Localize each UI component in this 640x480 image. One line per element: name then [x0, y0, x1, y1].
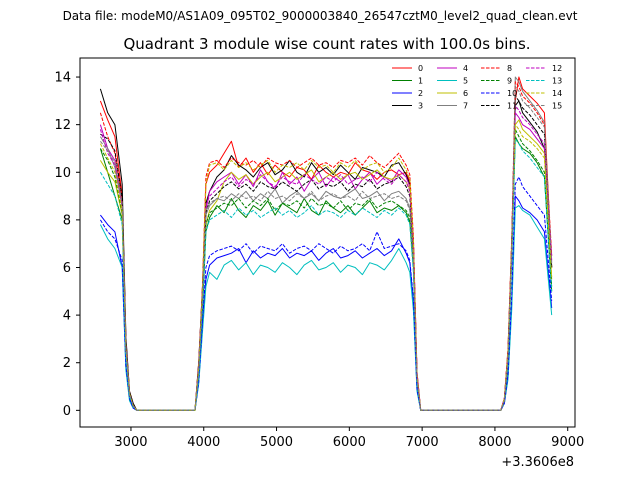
- x-tick-label: 7000: [406, 435, 439, 450]
- x-axis: 3000 4000 5000 6000 7000 8000 9000: [114, 427, 584, 450]
- series-line-5: [99, 205, 553, 411]
- chart-title: Quadrant 3 module wise count rates with …: [123, 35, 530, 53]
- series-line-6: [99, 119, 553, 411]
- y-axis: 0 2 4 6 8 10 12 14: [54, 71, 80, 419]
- series-line-12: [99, 105, 553, 411]
- axes-frame: [79, 57, 576, 428]
- legend-label-3: 3: [418, 102, 423, 111]
- y-tick-label: 0: [63, 404, 71, 419]
- x-tick-label: 8000: [478, 435, 511, 450]
- legend-label-10: 10: [507, 89, 517, 98]
- legend-label-4: 4: [463, 64, 468, 73]
- series-line-2: [100, 195, 553, 411]
- legend-label-6: 6: [463, 89, 468, 98]
- series-line-4: [99, 112, 553, 411]
- series-line-13: [99, 138, 553, 411]
- series-line-1: [99, 136, 553, 411]
- x-tick-label: 6000: [333, 435, 366, 450]
- legend-label-12: 12: [552, 64, 562, 73]
- series-line-11: [100, 95, 553, 411]
- y-tick-label: 6: [63, 261, 71, 276]
- y-tick-label: 10: [54, 166, 71, 181]
- series-line-10: [99, 176, 553, 411]
- y-tick-label: 14: [54, 71, 71, 86]
- series-line-8: [99, 81, 553, 411]
- x-tick-label: 9000: [551, 435, 584, 450]
- legend-label-14: 14: [552, 89, 562, 98]
- legend-label-2: 2: [418, 89, 423, 98]
- legend-label-8: 8: [507, 64, 512, 73]
- x-tick-label: 4000: [187, 435, 220, 450]
- legend-label-1: 1: [418, 77, 423, 86]
- legend-label-5: 5: [463, 77, 468, 86]
- series-line-7: [99, 76, 553, 411]
- series-line-15: [100, 86, 553, 411]
- y-tick-label: 2: [63, 356, 71, 371]
- series-line-9: [99, 128, 553, 411]
- legend-label-7: 7: [463, 102, 468, 111]
- legend-label-9: 9: [507, 77, 512, 86]
- y-tick-label: 8: [63, 213, 71, 228]
- series-line-0: [99, 76, 553, 411]
- x-tick-label: 3000: [114, 435, 147, 450]
- x-offset-label: +3.3606e8: [501, 455, 574, 470]
- legend-label-13: 13: [552, 77, 562, 86]
- plot-series: [99, 76, 553, 411]
- y-tick-label: 4: [63, 309, 71, 324]
- legend-label-11: 11: [507, 102, 517, 111]
- legend-label-15: 15: [552, 102, 562, 111]
- y-tick-label: 12: [54, 118, 71, 133]
- figure-suptitle: Data file: modeM0/AS1A09_095T02_90000038…: [63, 9, 578, 23]
- series-line-3: [99, 88, 553, 411]
- x-tick-label: 5000: [260, 435, 293, 450]
- legend-label-0: 0: [418, 64, 423, 73]
